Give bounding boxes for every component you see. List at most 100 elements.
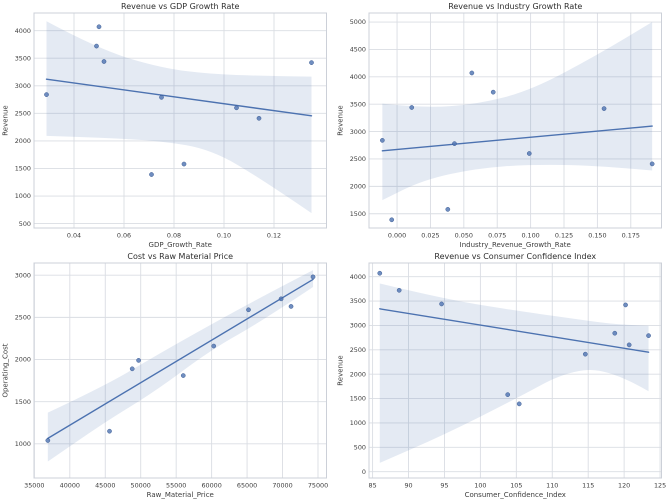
y-tick-label: 4500 <box>349 46 365 54</box>
y-tick-label: 1500 <box>15 165 31 173</box>
data-points <box>45 274 316 443</box>
y-tick-label: 1000 <box>15 440 31 448</box>
regression-line <box>378 308 649 353</box>
data-point <box>310 274 316 280</box>
x-tick-label: 75000 <box>308 482 328 490</box>
y-tick-label: 1500 <box>349 210 365 218</box>
y-tick-label: 1000 <box>15 192 31 200</box>
y-tick-label: 4000 <box>349 273 365 281</box>
data-points <box>379 70 655 223</box>
y-axis-label: Operating_Cost <box>2 343 10 397</box>
grid-lines <box>368 13 661 228</box>
data-point <box>649 161 655 167</box>
chart-title: Cost vs Raw Material Price <box>127 252 233 261</box>
subplot-revenue-vs-industry-growth-rate: 0.000 0.025 0.050 0.075 0.100 0.125 0.150 0.175… <box>335 0 669 250</box>
y-tick-label: 1500 <box>349 395 365 403</box>
data-point <box>451 141 457 146</box>
x-tick-label: 0.100 <box>521 232 539 240</box>
x-tick-label: 0.06 <box>117 232 131 240</box>
y-tick-label: 2500 <box>15 314 31 322</box>
y-tick-label: 5000 <box>349 18 365 26</box>
data-point <box>129 366 135 372</box>
x-axis-label: GDP_Growth_Rate <box>149 241 212 249</box>
data-point <box>444 207 450 212</box>
y-tick-labels: 500 1000 1500 2000 2500 3000 3500 4000 <box>15 27 31 228</box>
y-tick-label: 3000 <box>349 322 365 330</box>
data-point <box>309 60 314 65</box>
axis-frame <box>33 12 327 229</box>
x-tick-label: 0.12 <box>267 232 281 240</box>
y-tick-label: 3500 <box>349 297 365 305</box>
axis-frame <box>33 262 327 479</box>
regression-line <box>381 125 653 152</box>
data-point <box>645 333 651 338</box>
x-tick-label: 70000 <box>272 482 292 490</box>
chart-canvas: 0.04 0.06 0.08 0.10 0.12 500 1000 1500 2000 2500 3… <box>2 2 327 249</box>
data-point <box>379 138 385 143</box>
x-tick-label: 0.04 <box>67 232 81 240</box>
subplot-revenue-vs-consumer-confidence-index: 85 90 95 100 105 110 115 120 125 0 500 1000 1500 2000… <box>335 250 669 500</box>
grid-lines <box>34 13 327 228</box>
y-tick-label: 3000 <box>15 271 31 279</box>
y-tick-label: 500 <box>353 443 365 451</box>
x-tick-label: 45000 <box>95 482 115 490</box>
confidence-band <box>379 283 649 463</box>
y-tick-labels: 1000 1500 2000 2500 3000 <box>15 271 31 448</box>
data-point <box>516 401 522 407</box>
x-tick-label: 110 <box>546 482 558 490</box>
chart-title: Revenue vs Consumer Confidence Index <box>434 252 596 261</box>
y-tick-label: 3000 <box>15 82 31 90</box>
data-point <box>611 330 617 336</box>
x-tick-label: 0.175 <box>621 232 639 240</box>
y-tick-labels: 1500 2000 2500 3000 3500 4000 4500 5000 <box>349 18 365 218</box>
x-axis-label: Industry_Revenue_Growth_Rate <box>459 241 570 249</box>
confidence-band <box>46 21 312 214</box>
data-point <box>468 70 474 76</box>
confidence-band <box>381 22 652 201</box>
x-tick-labels: 85 90 95 100 105 110 115 120 125 <box>368 482 666 490</box>
data-point <box>376 270 382 276</box>
x-tick-label: 65000 <box>237 482 257 490</box>
data-point <box>107 428 112 434</box>
chart-canvas: 35000 40000 45000 50000 55000 60000 65000 70000… <box>2 252 329 499</box>
y-tick-label: 2000 <box>15 356 31 364</box>
subplot-revenue-vs-gdp-growth-rate: 0.04 0.06 0.08 0.10 0.12 500 1000 1500 2000 2500 3… <box>0 0 335 250</box>
y-tick-label: 3500 <box>349 100 365 108</box>
y-tick-label: 2500 <box>15 110 31 118</box>
x-tick-label: 95 <box>440 482 448 490</box>
data-point <box>101 59 107 64</box>
y-axis-label: Revenue <box>336 105 344 136</box>
chart-title: Revenue vs Industry Growth Rate <box>448 2 582 11</box>
data-points <box>376 270 651 407</box>
x-tick-labels: 0.000 0.025 0.050 0.075 0.100 0.125 0.150 0.175 <box>387 232 639 240</box>
x-tick-label: 115 <box>582 482 594 490</box>
y-tick-label: 2500 <box>349 155 365 163</box>
data-point <box>246 307 251 313</box>
data-point <box>256 115 262 121</box>
x-tick-label: 0.125 <box>554 232 572 240</box>
x-tick-label: 55000 <box>166 482 186 490</box>
data-point <box>601 106 606 111</box>
grid-lines <box>33 263 327 478</box>
chart-canvas: 85 90 95 100 105 110 115 120 125 0 500 1000 1500 2000… <box>336 252 666 499</box>
y-tick-labels: 0 500 1000 1500 2000 2500 3000 3500 4000 <box>349 273 365 476</box>
grid-lines <box>368 263 661 478</box>
data-point <box>626 342 632 348</box>
x-tick-label: 0.025 <box>421 232 439 240</box>
x-tick-label: 0.000 <box>387 232 405 240</box>
x-tick-label: 100 <box>474 482 486 490</box>
x-tick-labels: 0.04 0.06 0.08 0.10 0.12 <box>67 232 281 240</box>
x-tick-label: 120 <box>618 482 630 490</box>
data-point <box>526 151 532 156</box>
y-tick-label: 4000 <box>15 27 31 35</box>
data-point <box>408 105 414 110</box>
x-tick-labels: 35000 40000 45000 50000 55000 60000 65000 70000… <box>24 482 328 490</box>
data-point <box>45 438 51 443</box>
x-tick-label: 90 <box>404 482 412 490</box>
data-point <box>234 105 239 111</box>
x-tick-label: 105 <box>510 482 522 490</box>
axis-frame <box>368 12 662 229</box>
y-tick-label: 2500 <box>349 346 365 354</box>
x-tick-label: 35000 <box>24 482 44 490</box>
subplot-cost-vs-raw-material-price: 35000 40000 45000 50000 55000 60000 65000 70000… <box>0 250 335 500</box>
